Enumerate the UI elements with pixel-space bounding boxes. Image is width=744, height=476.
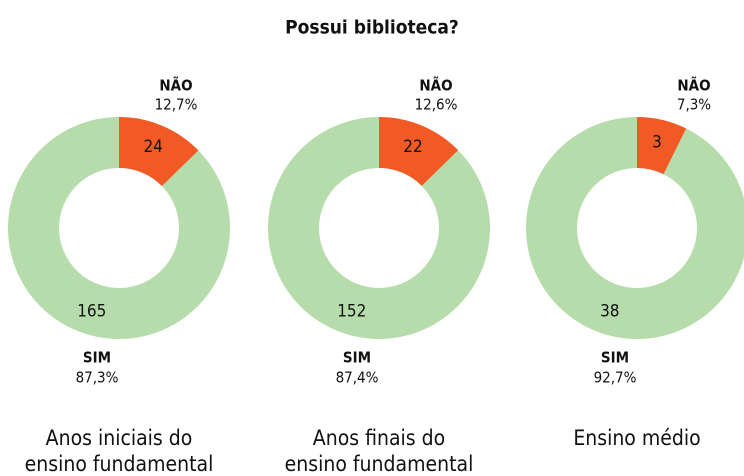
percent-label: 12,6%: [415, 96, 458, 114]
value-label: 24: [143, 137, 162, 157]
donut-slice: [268, 117, 490, 339]
donut-slice: [119, 117, 199, 187]
page-title: Possui biblioteca?: [285, 17, 459, 39]
category-label: NÃO: [419, 76, 452, 95]
value-label: 22: [403, 137, 422, 157]
chart-caption: Anos iniciais do ensino fundamental: [24, 426, 214, 476]
percent-label: 87,4%: [336, 369, 379, 387]
chart-caption: Anos finais do ensino fundamental: [284, 426, 474, 476]
donut-slice: [637, 117, 687, 175]
percent-label: 87,3%: [76, 369, 119, 387]
donut-slice: [525, 117, 744, 339]
category-label: NÃO: [159, 76, 192, 95]
percent-label: 92,7%: [594, 369, 637, 387]
donut-slice: [379, 117, 459, 186]
category-label: SIM: [343, 349, 371, 367]
value-label: 152: [337, 302, 366, 322]
value-label: 165: [77, 302, 106, 322]
percent-label: 7,3%: [677, 96, 711, 114]
percent-label: 12,7%: [155, 96, 198, 114]
chart-caption: Ensino médio: [573, 426, 701, 450]
category-label: SIM: [601, 349, 629, 367]
donut-slice: [7, 117, 231, 339]
value-label: 38: [600, 302, 619, 322]
value-label: 3: [652, 132, 662, 152]
category-label: SIM: [83, 349, 111, 367]
category-label: NÃO: [677, 76, 710, 95]
